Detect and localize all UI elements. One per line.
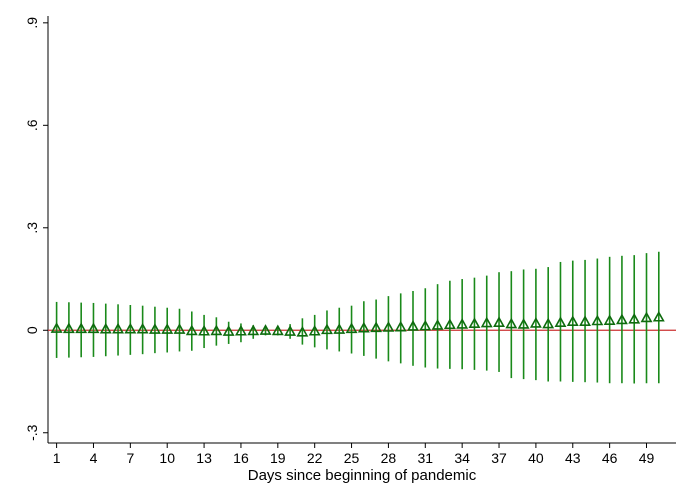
- x-tick-label: 49: [639, 450, 655, 466]
- estimate-marker: [136, 322, 149, 334]
- estimate-marker: [394, 320, 407, 332]
- estimate-marker: [148, 323, 161, 334]
- x-tick-label: 1: [53, 450, 61, 466]
- estimate-marker: [222, 325, 235, 336]
- x-tick-label: 31: [418, 450, 434, 466]
- estimate-marker: [566, 315, 579, 326]
- estimate-marker: [62, 322, 75, 334]
- estimate-marker: [234, 324, 247, 336]
- estimate-marker: [493, 316, 505, 328]
- estimate-marker: [505, 317, 518, 329]
- estimate-marker: [308, 324, 321, 336]
- x-tick-label: 25: [344, 450, 360, 466]
- x-tick-label: 7: [126, 450, 134, 466]
- estimate-marker: [247, 324, 260, 336]
- estimate-marker: [554, 316, 567, 328]
- estimate-marker: [284, 325, 297, 336]
- estimate-marker: [628, 312, 641, 324]
- y-tick-label: 0: [24, 326, 40, 334]
- estimate-marker: [50, 322, 63, 333]
- plot-area: -.3 0 .3 .6 .9 1 4 7 10 13 16 19 22 25 28 31 34 37 40 43 46 4…: [24, 16, 676, 466]
- estimate-marker: [419, 319, 432, 331]
- estimate-marker: [615, 313, 628, 325]
- x-tick-label: 22: [307, 450, 323, 466]
- estimate-marker: [259, 324, 272, 335]
- y-tick-label: -.3: [24, 424, 40, 441]
- estimate-marker: [529, 316, 542, 328]
- x-tick-label: 37: [491, 450, 507, 466]
- x-tick-label: 43: [565, 450, 581, 466]
- estimate-marker: [591, 314, 604, 326]
- y-tick-label: .3: [24, 222, 40, 234]
- x-tick-label: 40: [528, 450, 544, 466]
- y-tick-label: .9: [24, 17, 40, 29]
- x-tick-label: 13: [196, 450, 212, 466]
- estimate-marker: [603, 314, 616, 325]
- x-tick-label: 34: [454, 450, 470, 466]
- estimate-marker: [370, 321, 383, 333]
- estimate-marker: [357, 321, 370, 333]
- x-tick-label: 16: [233, 450, 249, 466]
- x-tick-label: 19: [270, 450, 286, 466]
- estimate-marker: [198, 324, 211, 336]
- estimate-marker: [517, 317, 530, 329]
- y-tick-label: .6: [24, 119, 40, 131]
- estimate-marker: [321, 323, 333, 335]
- estimate-marker: [124, 322, 137, 334]
- estimate-marker: [345, 322, 358, 334]
- estimate-marker: [271, 324, 284, 336]
- estimate-marker: [468, 317, 481, 329]
- estimate-marker: [542, 317, 555, 329]
- x-tick-label: 28: [381, 450, 397, 466]
- estimate-marker: [99, 322, 112, 334]
- estimate-marker: [185, 324, 198, 336]
- estimate-marker: [161, 323, 174, 334]
- estimate-marker: [652, 310, 665, 322]
- estimate-marker: [173, 323, 186, 334]
- estimate-marker: [333, 323, 346, 334]
- x-tick-label: 46: [602, 450, 618, 466]
- estimate-marker: [210, 324, 223, 336]
- estimate-marker: [112, 322, 125, 334]
- estimate-marker: [87, 322, 100, 334]
- estimate-marker: [407, 320, 419, 331]
- estimate-marker: [579, 315, 592, 326]
- estimate-marker: [382, 321, 395, 332]
- x-tick-label: 10: [159, 450, 175, 466]
- x-tick-label: 4: [90, 450, 98, 466]
- estimate-marker: [443, 318, 456, 330]
- estimate-marker: [456, 317, 469, 329]
- x-axis-title: Days since beginning of pandemic: [248, 467, 477, 484]
- estimate-marker: [480, 316, 493, 328]
- estimate-marker: [296, 325, 309, 337]
- estimate-marker: [75, 322, 88, 334]
- estimate-marker: [640, 311, 653, 323]
- estimate-marker: [431, 319, 444, 330]
